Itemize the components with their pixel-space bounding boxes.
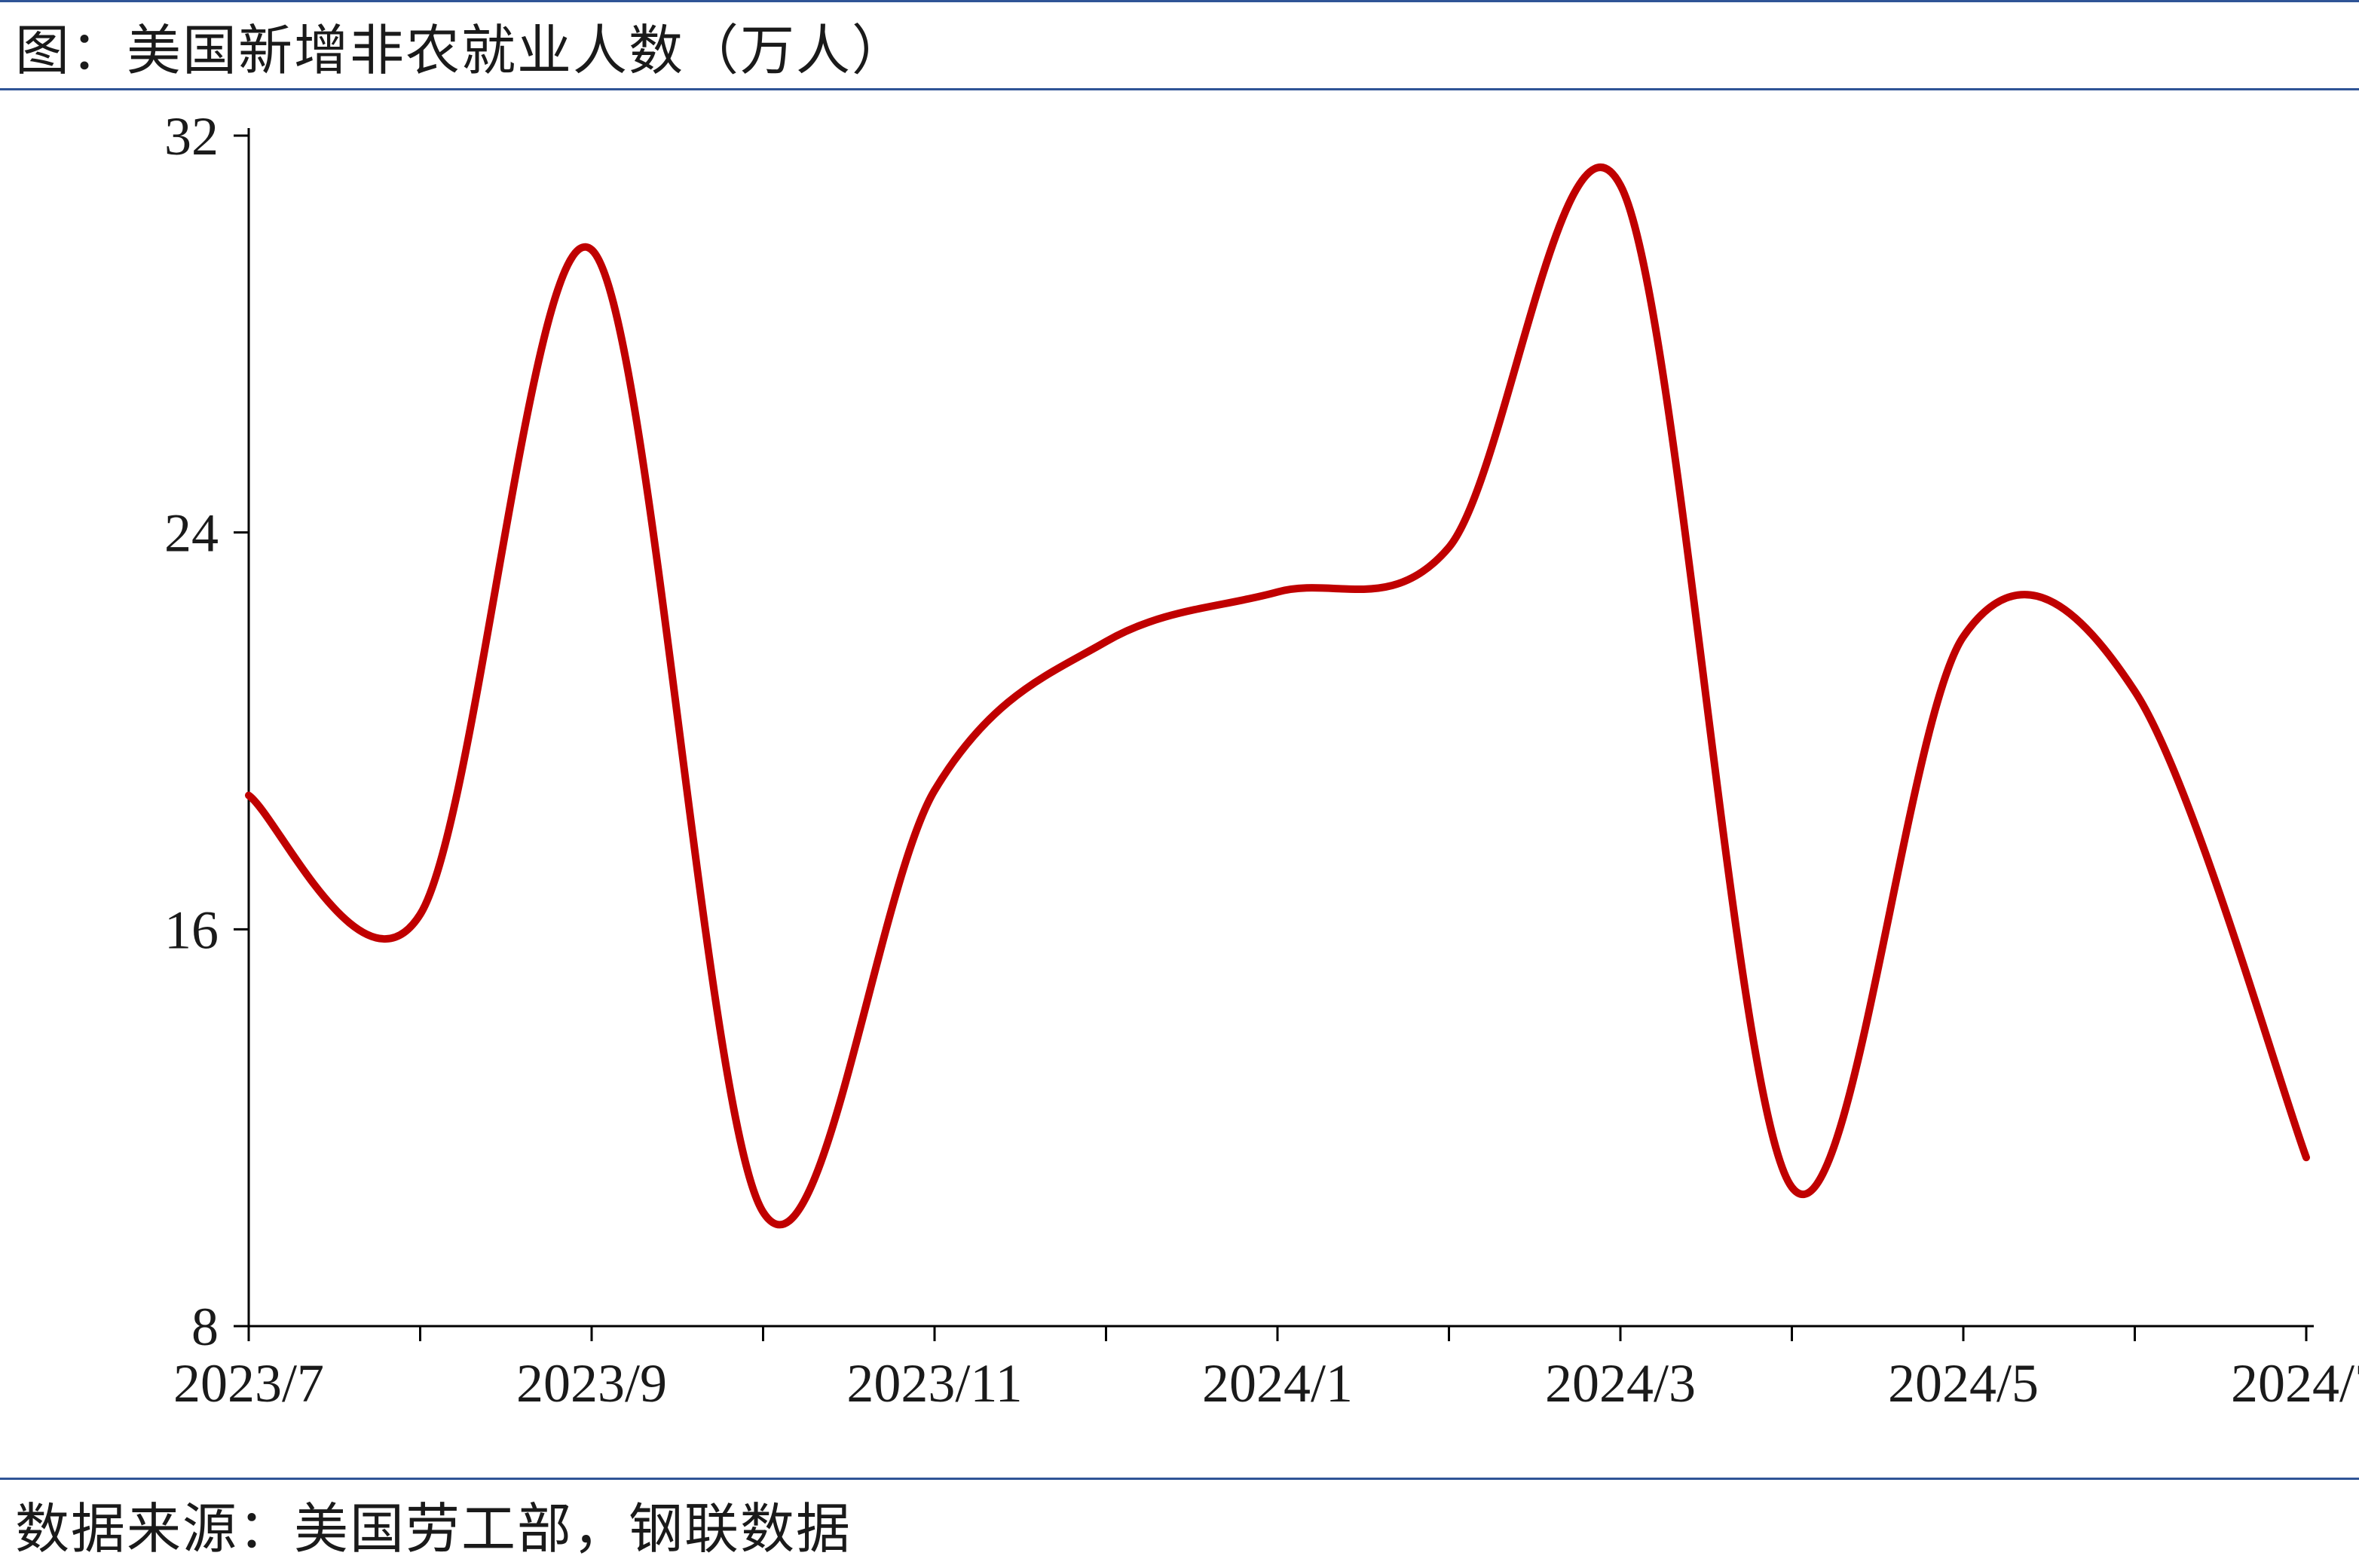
nonfarm-payroll-line: [249, 167, 2306, 1224]
chart-title: 图：美国新增非农就业人数（万人）: [15, 6, 907, 85]
svg-text:2023/11: 2023/11: [846, 1353, 1022, 1414]
figure-container: 图：美国新增非农就业人数（万人） 8 16 24 32 2023/7 2023/9 2023…: [0, 0, 2359, 1568]
svg-text:32: 32: [164, 106, 219, 167]
svg-text:2023/9: 2023/9: [516, 1353, 667, 1414]
svg-text:2024/7: 2024/7: [2231, 1353, 2359, 1414]
svg-text:2023/7: 2023/7: [173, 1353, 324, 1414]
line-chart: 8 16 24 32 2023/7 2023/9 2023/11 2024/1 2024/3 20…: [0, 90, 2359, 1478]
svg-text:16: 16: [164, 900, 219, 960]
footer-row: 数据来源：美国劳工部，钢联数据: [0, 1478, 2359, 1568]
svg-text:24: 24: [164, 503, 219, 564]
svg-text:2024/5: 2024/5: [1888, 1353, 2039, 1414]
svg-text:2024/1: 2024/1: [1202, 1353, 1353, 1414]
data-source: 数据来源：美国劳工部，钢联数据: [15, 1484, 852, 1563]
svg-text:8: 8: [191, 1297, 219, 1357]
svg-text:2024/3: 2024/3: [1545, 1353, 1696, 1414]
chart-area: 8 16 24 32 2023/7 2023/9 2023/11 2024/1 2024/3 20…: [0, 90, 2359, 1478]
title-row: 图：美国新增非农就业人数（万人）: [0, 0, 2359, 90]
